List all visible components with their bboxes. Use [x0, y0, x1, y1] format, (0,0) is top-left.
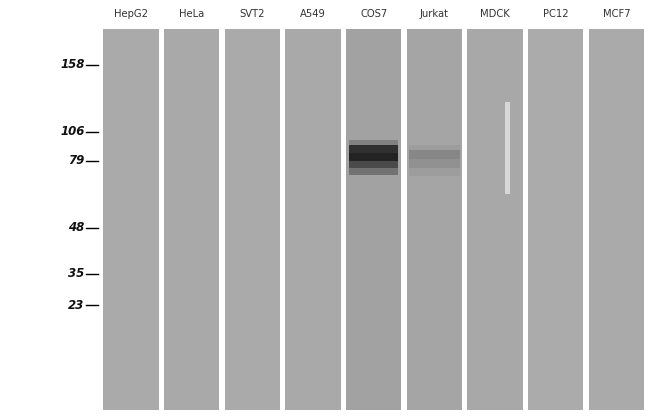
Text: 106: 106	[60, 125, 84, 138]
Text: SVT2: SVT2	[240, 9, 265, 19]
Text: 79: 79	[68, 154, 84, 168]
Bar	[285, 29, 341, 410]
Bar	[407, 29, 462, 410]
Bar	[349, 145, 398, 153]
Bar	[528, 29, 584, 410]
Bar	[409, 168, 460, 176]
Bar	[644, 29, 649, 410]
Bar	[220, 29, 225, 410]
Text: PC12: PC12	[543, 9, 569, 19]
Bar	[402, 29, 407, 410]
Bar	[280, 29, 285, 410]
Bar	[409, 159, 460, 168]
Bar	[349, 168, 398, 175]
Text: HepG2: HepG2	[114, 9, 148, 19]
Bar	[103, 29, 159, 410]
Text: MCF7: MCF7	[603, 9, 630, 19]
Bar	[349, 140, 398, 145]
Text: Jurkat: Jurkat	[420, 9, 449, 19]
Text: COS7: COS7	[360, 9, 387, 19]
Bar	[164, 29, 220, 410]
Text: 35: 35	[68, 267, 84, 280]
Text: 23: 23	[68, 298, 84, 312]
Bar	[346, 29, 402, 410]
Bar	[409, 145, 460, 150]
Text: A549: A549	[300, 9, 326, 19]
Text: 158: 158	[60, 58, 84, 71]
Bar	[409, 150, 460, 159]
Bar	[467, 29, 523, 410]
Bar	[589, 29, 644, 410]
Bar	[341, 29, 346, 410]
Text: HeLa: HeLa	[179, 9, 204, 19]
Bar	[584, 29, 589, 410]
Bar	[159, 29, 164, 410]
Bar	[523, 29, 528, 410]
Bar	[349, 161, 398, 168]
Bar	[505, 102, 510, 194]
Bar	[349, 153, 398, 161]
Bar	[98, 29, 103, 410]
Text: 48: 48	[68, 221, 84, 234]
Bar	[462, 29, 467, 410]
Text: MDCK: MDCK	[480, 9, 510, 19]
Bar	[225, 29, 280, 410]
